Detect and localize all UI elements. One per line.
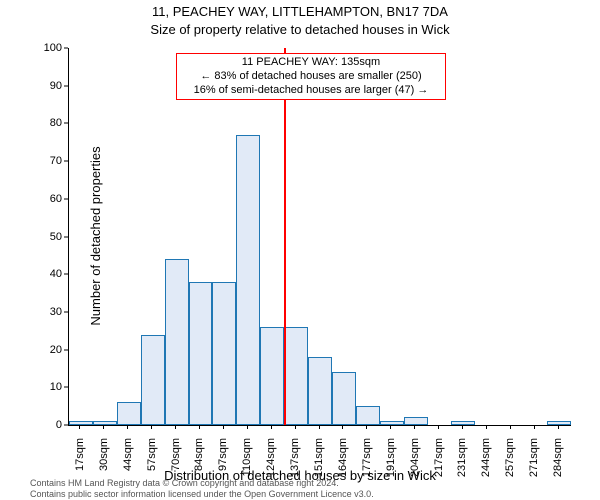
y-tick-mark [64, 236, 68, 237]
y-tick-mark [64, 274, 68, 275]
y-tick-label: 50 [0, 231, 62, 243]
y-tick-mark [64, 198, 68, 199]
x-tick-mark [390, 425, 391, 429]
footer-attribution: Contains HM Land Registry data © Crown c… [30, 478, 374, 500]
histogram-bar [212, 282, 236, 425]
x-tick-mark [79, 425, 80, 429]
y-tick-label: 0 [0, 419, 62, 431]
x-tick-label: 30sqm [98, 438, 110, 478]
histogram-bar [547, 421, 571, 425]
chart-title-main: 11, PEACHEY WAY, LITTLEHAMPTON, BN17 7DA [0, 4, 600, 19]
x-tick-label: 231sqm [456, 438, 468, 478]
histogram-bar [236, 135, 260, 425]
x-tick-mark [151, 425, 152, 429]
x-tick-mark [223, 425, 224, 429]
annotation-line-2: ← 83% of detached houses are smaller (25… [183, 70, 439, 84]
histogram-bar [69, 421, 93, 425]
x-tick-label: 271sqm [528, 438, 540, 478]
x-tick-mark [534, 425, 535, 429]
x-tick-label: 57sqm [146, 438, 158, 478]
x-tick-mark [462, 425, 463, 429]
footer-line-1: Contains HM Land Registry data © Crown c… [30, 478, 374, 489]
histogram-bar [356, 406, 380, 425]
y-tick-label: 20 [0, 344, 62, 356]
histogram-bar [165, 259, 189, 425]
y-tick-mark [64, 161, 68, 162]
y-tick-mark [64, 349, 68, 350]
marker-line [284, 48, 286, 425]
y-tick-label: 60 [0, 193, 62, 205]
x-tick-label: 110sqm [241, 438, 253, 478]
y-tick-mark [64, 48, 68, 49]
annotation-box: 11 PEACHEY WAY: 135sqm ← 83% of detached… [176, 53, 446, 100]
x-tick-label: 244sqm [480, 438, 492, 478]
annotation-line-3: 16% of semi-detached houses are larger (… [183, 84, 439, 98]
chart-title-sub: Size of property relative to detached ho… [0, 22, 600, 37]
x-tick-label: 97sqm [217, 438, 229, 478]
x-tick-label: 164sqm [337, 438, 349, 478]
histogram-bar [451, 421, 475, 425]
x-tick-label: 257sqm [504, 438, 516, 478]
x-tick-mark [414, 425, 415, 429]
x-tick-mark [486, 425, 487, 429]
x-tick-mark [271, 425, 272, 429]
histogram-bar [93, 421, 117, 425]
histogram-bar [117, 402, 141, 425]
x-tick-label: 177sqm [361, 438, 373, 478]
x-tick-mark [295, 425, 296, 429]
y-tick-label: 40 [0, 268, 62, 280]
histogram-bar [260, 327, 284, 425]
x-tick-label: 70sqm [170, 438, 182, 478]
y-tick-mark [64, 311, 68, 312]
histogram-bar [332, 372, 356, 425]
histogram-bar [308, 357, 332, 425]
x-tick-mark [247, 425, 248, 429]
x-tick-label: 204sqm [409, 438, 421, 478]
histogram-bar [380, 421, 404, 425]
x-tick-label: 137sqm [289, 438, 301, 478]
y-tick-label: 70 [0, 155, 62, 167]
chart-container: 11, PEACHEY WAY, LITTLEHAMPTON, BN17 7DA… [0, 0, 600, 500]
plot-area [68, 48, 571, 426]
x-tick-mark [175, 425, 176, 429]
y-tick-mark [64, 123, 68, 124]
x-tick-label: 17sqm [74, 438, 86, 478]
x-tick-mark [438, 425, 439, 429]
histogram-bar [404, 417, 428, 425]
x-tick-mark [103, 425, 104, 429]
histogram-bar [284, 327, 308, 425]
x-tick-label: 84sqm [193, 438, 205, 478]
y-tick-label: 90 [0, 80, 62, 92]
x-tick-label: 217sqm [433, 438, 445, 478]
x-tick-label: 284sqm [552, 438, 564, 478]
histogram-bar [189, 282, 213, 425]
annotation-line-1: 11 PEACHEY WAY: 135sqm [183, 56, 439, 70]
x-tick-mark [558, 425, 559, 429]
x-tick-mark [510, 425, 511, 429]
x-tick-mark [127, 425, 128, 429]
x-tick-label: 151sqm [313, 438, 325, 478]
y-tick-label: 80 [0, 117, 62, 129]
histogram-bar [141, 335, 165, 425]
y-tick-label: 30 [0, 306, 62, 318]
y-tick-mark [64, 387, 68, 388]
x-tick-mark [366, 425, 367, 429]
x-tick-label: 124sqm [265, 438, 277, 478]
y-tick-mark [64, 425, 68, 426]
x-tick-label: 191sqm [385, 438, 397, 478]
y-tick-label: 100 [0, 42, 62, 54]
x-tick-mark [342, 425, 343, 429]
footer-line-2: Contains public sector information licen… [30, 489, 374, 500]
y-tick-label: 10 [0, 381, 62, 393]
x-tick-label: 44sqm [122, 438, 134, 478]
x-tick-mark [199, 425, 200, 429]
x-tick-mark [319, 425, 320, 429]
y-tick-mark [64, 85, 68, 86]
